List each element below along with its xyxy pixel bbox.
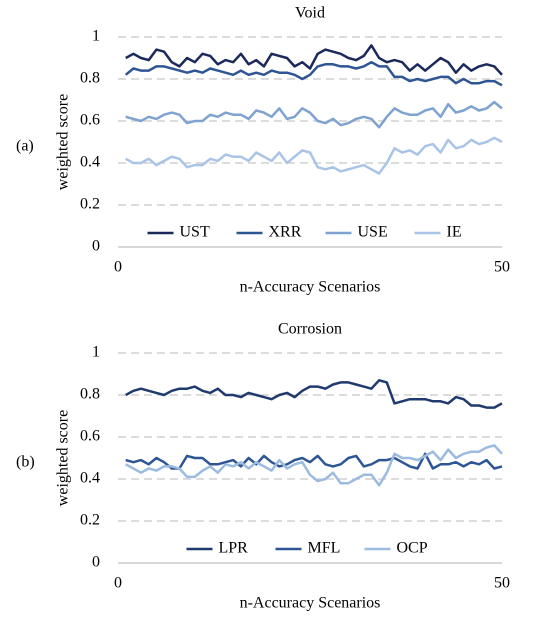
x-tick-label: 50 (494, 575, 510, 592)
y-tick-label: 1 (92, 28, 100, 45)
y-tick-label: 0.6 (80, 428, 100, 445)
x-axis-title: n-Accuracy Scenarios (240, 279, 381, 296)
y-tick-label: 0.4 (80, 154, 100, 171)
y-axis-title: weighted score (55, 94, 72, 190)
chart-title: Void (295, 5, 325, 22)
y-tick-label: 0.4 (80, 470, 100, 487)
y-tick-label: 1 (92, 344, 100, 361)
panel-label: (a) (16, 138, 34, 155)
panel-label: (b) (16, 454, 35, 471)
series-line (124, 60, 503, 87)
y-tick-label: 0.6 (80, 112, 100, 129)
legend-label: IE (447, 224, 462, 241)
y-tick-label: 0.8 (80, 386, 100, 403)
series-line (125, 452, 503, 470)
x-tick-label: 0 (114, 575, 122, 592)
y-tick-label: 0.8 (80, 70, 100, 87)
legend-label: MFL (308, 540, 341, 557)
series-line (125, 44, 503, 76)
series-line (125, 136, 503, 175)
legend-label: XRR (269, 224, 302, 241)
x-axis-title: n-Accuracy Scenarios (240, 595, 381, 612)
y-axis-title: weighted score (55, 410, 72, 506)
legend-label: LPR (219, 540, 249, 557)
chart-title: Corrosion (278, 321, 342, 338)
x-tick-label: 0 (114, 259, 122, 276)
x-tick-label: 50 (494, 259, 510, 276)
y-tick-label: 0 (92, 554, 100, 571)
y-tick-label: 0 (92, 238, 100, 255)
legend-label: UST (180, 224, 210, 241)
legend-label: OCP (397, 540, 428, 557)
legend-label: USE (358, 224, 388, 241)
series-line (125, 379, 503, 409)
y-tick-label: 0.2 (80, 196, 100, 213)
series-line (125, 100, 503, 129)
series-line (125, 444, 503, 487)
y-tick-label: 0.2 (80, 512, 100, 529)
